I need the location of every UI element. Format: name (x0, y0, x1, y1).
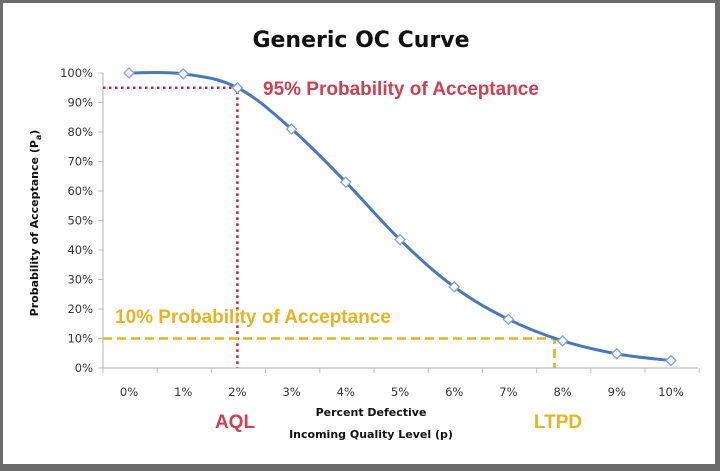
x-tick-label: 8% (553, 385, 571, 399)
x-tick-label: 5% (391, 385, 409, 399)
y-tick-label: 70% (67, 155, 93, 169)
x-axis-label-line1: Percent Defective (316, 406, 427, 419)
y-tick-label: 80% (67, 125, 93, 139)
y-tick-label: 20% (67, 302, 93, 316)
chart-frame: Generic OC Curve Probability of Acceptan… (3, 3, 715, 464)
svg-text:Probability of Acceptance (Pa): Probability of Acceptance (Pa) (28, 130, 43, 317)
x-tick-label: 2% (228, 385, 246, 399)
x-tick-label: 1% (174, 385, 192, 399)
ltpd-reference-line (103, 337, 556, 368)
data-point-marker (502, 313, 515, 326)
data-point-marker (448, 280, 461, 293)
data-point-marker (123, 67, 135, 79)
x-tick-label: 10% (658, 385, 684, 399)
data-point-marker (177, 67, 190, 80)
y-axis-label: Probability of Acceptance (Pa) (28, 130, 43, 317)
data-point-marker (665, 354, 677, 367)
y-axis-label-subscript: a (34, 135, 43, 140)
x-tick-label: 6% (445, 385, 463, 399)
y-tick-label: 0% (75, 361, 93, 375)
x-tick-label: 3% (282, 385, 300, 399)
annotation-10-percent: 10% Probability of Acceptance (115, 307, 391, 328)
y-tick-label: 50% (67, 214, 93, 228)
oc-curve-chart: Generic OC Curve Probability of Acceptan… (28, 28, 700, 441)
y-tick-label: 60% (67, 184, 93, 198)
x-tick-label: 9% (608, 385, 626, 399)
data-point-marker (610, 347, 623, 360)
y-ticks: 0% 10% 20% 30% 40% 50% 60% 70% 80% 90% 100% (60, 66, 103, 375)
y-axis-label-main: Probability of Acceptance (P (28, 140, 41, 316)
annotation-95-percent: 95% Probability of Acceptance (263, 79, 539, 100)
x-tick-label: 4% (337, 385, 355, 399)
chart-title: Generic OC Curve (252, 28, 469, 53)
data-point-marker (394, 233, 406, 246)
data-point-marker (339, 176, 352, 189)
x-axis-label-line2: Incoming Quality Level (p) (289, 428, 453, 441)
aql-label: AQL (215, 412, 256, 433)
x-tick-label: 7% (499, 385, 517, 399)
ltpd-label: LTPD (534, 412, 582, 433)
x-tick-label: 0% (120, 385, 138, 399)
x-ticks: 0% 1% 2% 3% 4% 5% 6% 7% 8% 9% 10% (102, 368, 700, 399)
data-point-marker (231, 81, 244, 94)
data-point-marker (556, 334, 569, 347)
series-oc-curve (123, 67, 677, 367)
y-tick-label: 100% (60, 66, 93, 80)
y-tick-label: 30% (67, 273, 93, 287)
y-tick-label: 10% (67, 332, 93, 346)
y-axis-label-end: ) (28, 130, 41, 135)
y-tick-label: 90% (67, 96, 93, 110)
data-point-marker (285, 123, 298, 135)
y-tick-label: 40% (67, 243, 93, 257)
